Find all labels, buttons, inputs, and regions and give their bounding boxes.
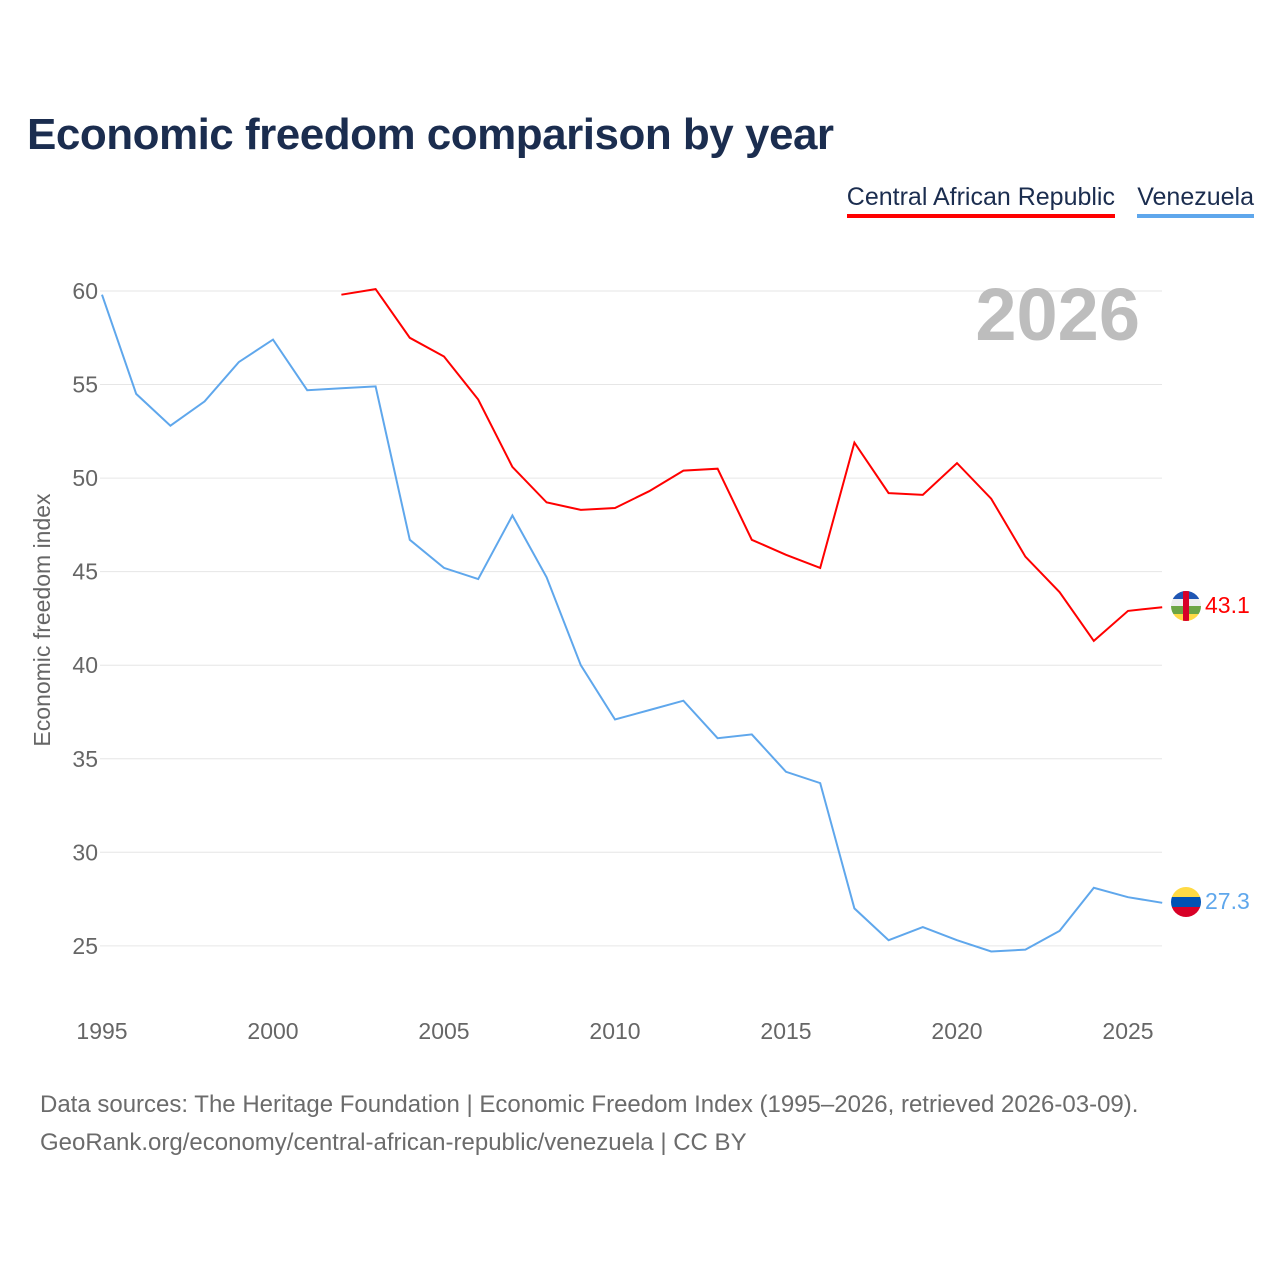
chart-title: Economic freedom comparison by year bbox=[27, 110, 834, 159]
footer-sources: Data sources: The Heritage Foundation | … bbox=[40, 1091, 1139, 1118]
x-tick-label: 2020 bbox=[931, 1018, 982, 1044]
y-tick-label: 25 bbox=[72, 933, 98, 959]
y-tick-label: 35 bbox=[72, 746, 98, 772]
y-tick-label: 40 bbox=[72, 652, 98, 678]
y-tick-label: 60 bbox=[72, 278, 98, 304]
y-tick-label: 45 bbox=[72, 559, 98, 585]
footer: Data sources: The Heritage Foundation | … bbox=[40, 1086, 1138, 1162]
flag-venezuela-icon bbox=[1171, 887, 1201, 917]
x-tick-label: 2005 bbox=[418, 1018, 469, 1044]
y-tick-label: 55 bbox=[72, 372, 98, 398]
year-watermark: 2026 bbox=[975, 273, 1140, 356]
legend-venezuela[interactable]: Venezuela bbox=[1137, 183, 1254, 218]
y-tick-label: 50 bbox=[72, 465, 98, 491]
flag-central-african-republic-icon bbox=[1171, 591, 1201, 621]
footer-link[interactable]: GeoRank.org/economy/central-african-repu… bbox=[40, 1129, 747, 1156]
end-label-venezuela: 27.3 bbox=[1205, 888, 1250, 914]
series-line-venezuela bbox=[101, 294, 1163, 953]
x-tick-label: 2015 bbox=[760, 1018, 811, 1044]
y-tick-label: 30 bbox=[72, 839, 98, 865]
x-tick-label: 2010 bbox=[589, 1018, 640, 1044]
x-tick-label: 2025 bbox=[1102, 1018, 1153, 1044]
end-label-central-african-republic: 43.1 bbox=[1205, 592, 1250, 618]
y-axis-label: Economic freedom index bbox=[29, 493, 55, 747]
x-tick-label: 1995 bbox=[76, 1018, 127, 1044]
x-tick-label: 2000 bbox=[247, 1018, 298, 1044]
legend-central-african-republic[interactable]: Central African Republic bbox=[846, 183, 1115, 218]
